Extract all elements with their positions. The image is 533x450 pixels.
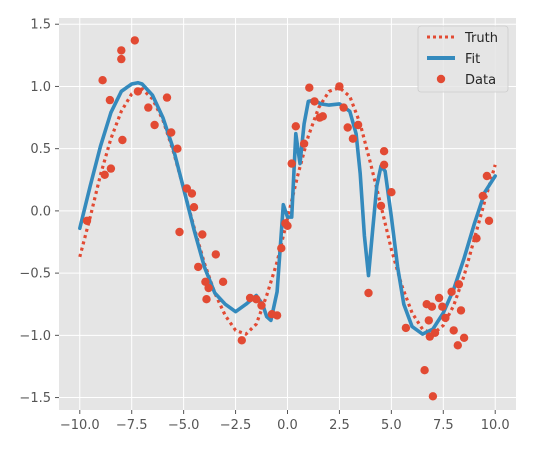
data-point	[434, 293, 444, 303]
data-point	[299, 139, 309, 148]
data-point	[283, 221, 292, 230]
data-point	[401, 323, 411, 333]
x-axis: −10.0 −7.5 −5.0 −2.5 0.0 2.5 5.0 7.5 10.0	[60, 410, 510, 433]
x-tick-label: −10.0	[60, 418, 100, 433]
data-point	[376, 201, 386, 211]
legend-data-label: Data	[465, 73, 496, 88]
data-point	[456, 306, 466, 315]
data-point	[291, 122, 300, 131]
data-point	[277, 244, 286, 253]
data-point	[167, 128, 176, 137]
data-point	[428, 392, 438, 401]
data-point	[379, 147, 389, 156]
data-point	[318, 112, 327, 121]
x-tick-label: 10.0	[481, 418, 510, 433]
y-tick-label: 0.5	[30, 142, 51, 157]
data-point	[130, 36, 139, 45]
data-point	[175, 227, 184, 237]
data-point	[430, 328, 440, 337]
y-tick-label: −0.5	[19, 267, 51, 282]
data-point	[348, 134, 358, 143]
data-point	[117, 54, 126, 64]
data-point	[343, 123, 352, 132]
data-point	[310, 97, 319, 106]
data-point	[105, 95, 115, 105]
y-tick-label: 0.0	[30, 204, 51, 219]
data-point	[454, 280, 464, 289]
data-point	[187, 189, 197, 198]
data-point	[257, 301, 266, 310]
x-tick-label: −5.0	[168, 418, 200, 433]
legend-fit-label: Fit	[465, 52, 480, 67]
data-point	[441, 313, 450, 323]
data-point	[449, 326, 458, 335]
data-point	[237, 336, 246, 345]
data-point	[211, 250, 220, 259]
x-tick-label: 5.0	[381, 418, 402, 433]
data-point	[100, 170, 109, 179]
data-point	[424, 316, 433, 325]
data-point	[427, 302, 437, 311]
x-tick-label: 2.5	[329, 418, 350, 433]
data-point	[106, 164, 116, 173]
data-point	[98, 76, 107, 85]
data-point	[252, 295, 261, 304]
x-tick-label: −7.5	[116, 418, 148, 433]
data-point	[364, 288, 373, 298]
x-tick-label: −2.5	[220, 418, 252, 433]
y-axis: −1.5 −1.0 −0.5 0.0 0.5 1.0 1.5	[19, 18, 59, 406]
data-point	[484, 216, 494, 225]
data-point	[459, 333, 469, 342]
data-point	[287, 159, 296, 168]
fit-line	[78, 80, 497, 336]
data-point	[189, 203, 199, 212]
data-point	[133, 87, 143, 96]
data-point	[353, 120, 363, 130]
y-tick-label: 1.5	[30, 18, 51, 33]
data-point	[335, 82, 344, 91]
data-point	[420, 366, 429, 375]
data-point	[387, 188, 396, 197]
data-point	[453, 341, 462, 350]
data-point	[478, 191, 487, 201]
data-point	[272, 311, 282, 320]
data-point	[194, 262, 203, 272]
legend: Truth Fit Data	[417, 25, 509, 93]
data-point	[438, 302, 447, 311]
data-point	[162, 93, 172, 102]
data-point	[204, 283, 213, 293]
data-point	[144, 103, 153, 112]
legend-truth-label: Truth	[464, 31, 498, 46]
data-point	[305, 83, 314, 92]
x-tick-label: 7.5	[433, 418, 454, 433]
data-point	[202, 295, 211, 304]
data-point	[173, 144, 182, 153]
legend-data-swatch	[436, 74, 446, 84]
data-point	[198, 230, 207, 239]
x-tick-label: 0.0	[277, 418, 298, 433]
data-point	[482, 171, 492, 181]
data-point	[339, 103, 348, 112]
y-tick-label: −1.5	[19, 391, 51, 406]
data-point	[118, 135, 127, 145]
data-point	[117, 46, 126, 55]
data-point	[447, 287, 456, 296]
data-series	[82, 36, 494, 401]
y-tick-label: −1.0	[19, 329, 51, 344]
data-point	[150, 120, 159, 130]
fit-series	[78, 80, 497, 336]
data-point	[472, 234, 481, 243]
data-point	[379, 160, 389, 169]
data-point	[218, 277, 228, 286]
data-point	[82, 216, 92, 225]
y-tick-label: 1.0	[30, 80, 51, 95]
data-point	[201, 277, 210, 286]
